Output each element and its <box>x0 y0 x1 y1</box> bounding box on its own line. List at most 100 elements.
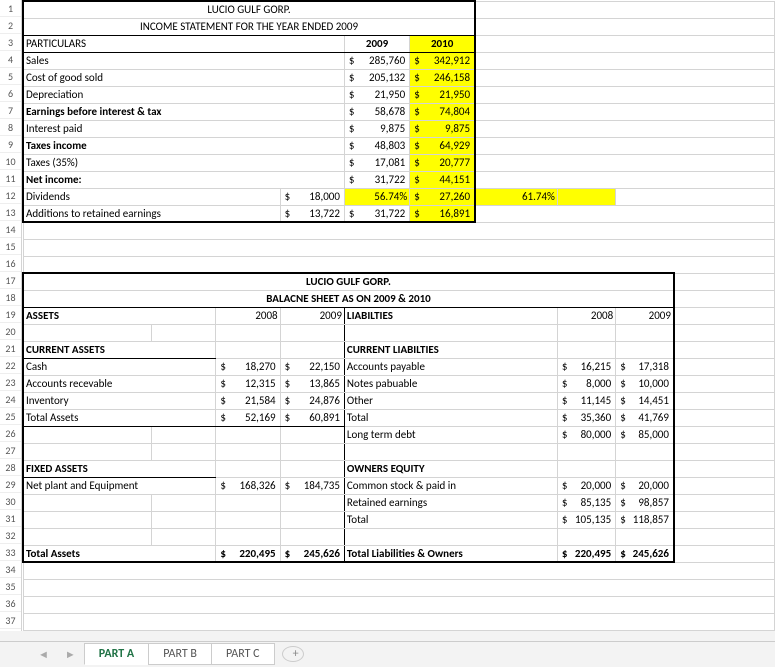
row-header[interactable]: 9 <box>0 136 21 153</box>
row-header[interactable]: 5 <box>0 68 21 85</box>
cell[interactable] <box>616 460 674 477</box>
additions-label[interactable]: Additions to retained earnings <box>23 205 280 222</box>
cell[interactable] <box>475 35 774 52</box>
cell[interactable] <box>674 511 775 528</box>
cell[interactable] <box>674 307 775 324</box>
cl-2009[interactable]: $10,000 <box>616 375 674 392</box>
cell[interactable] <box>475 18 774 35</box>
cl-2008[interactable]: $11,145 <box>557 392 615 409</box>
tab-nav-prev[interactable]: ◄ <box>30 648 57 661</box>
cell[interactable] <box>152 426 216 443</box>
cell[interactable] <box>674 392 775 409</box>
cell[interactable] <box>674 443 775 460</box>
cl-label[interactable]: Notes pabuable <box>344 375 557 392</box>
row-header[interactable]: 7 <box>0 102 21 119</box>
income-2010[interactable]: $21,950 <box>410 86 475 103</box>
cell[interactable] <box>557 443 615 460</box>
cell[interactable] <box>216 511 280 528</box>
cell[interactable] <box>557 460 615 477</box>
cell[interactable] <box>674 358 775 375</box>
bs-hdr-liab[interactable]: LIABILTIES <box>344 307 557 324</box>
income-label[interactable]: Interest paid <box>23 120 344 137</box>
cell[interactable] <box>23 511 152 528</box>
cell[interactable] <box>475 103 774 120</box>
oe-2008[interactable]: $105,135 <box>557 511 615 528</box>
main-table[interactable]: LUCIO GULF GORP.INCOME STATEMENT FOR THE… <box>22 0 775 631</box>
cell[interactable] <box>475 154 774 171</box>
cell[interactable] <box>23 494 152 511</box>
cl-2009[interactable]: $14,451 <box>616 392 674 409</box>
cell[interactable] <box>674 409 775 426</box>
cell[interactable] <box>674 494 775 511</box>
cell[interactable] <box>475 1 774 18</box>
cell[interactable] <box>616 188 775 205</box>
row-header[interactable]: 25 <box>0 408 21 425</box>
company-title[interactable]: LUCIO GULF GORP. <box>23 1 475 18</box>
cell[interactable] <box>152 528 216 545</box>
bs-company[interactable]: LUCIO GULF GORP. <box>23 273 674 290</box>
sheet-tab[interactable]: PART B <box>148 643 212 665</box>
cell[interactable] <box>280 324 344 341</box>
cell[interactable] <box>616 324 674 341</box>
dividends-amount[interactable]: $18,000 <box>280 188 344 205</box>
row-header[interactable]: 11 <box>0 170 21 187</box>
cell[interactable] <box>557 528 615 545</box>
row-header[interactable]: 16 <box>0 255 21 272</box>
dividends-pct-2009[interactable]: 56.74% <box>344 188 409 205</box>
row-header[interactable]: 20 <box>0 323 21 340</box>
cell[interactable] <box>475 86 774 103</box>
cell[interactable] <box>280 528 344 545</box>
row-header[interactable]: 22 <box>0 357 21 374</box>
ltd-2008[interactable]: $80,000 <box>557 426 615 443</box>
cell[interactable] <box>674 460 775 477</box>
ca-hdr[interactable]: CURRENT ASSETS <box>23 341 216 358</box>
row-header[interactable]: 2 <box>0 17 21 34</box>
total-assets-2008[interactable]: $220,495 <box>216 545 280 562</box>
cell[interactable] <box>616 443 674 460</box>
cell[interactable] <box>475 120 774 137</box>
ca-2008[interactable]: $21,584 <box>216 392 280 409</box>
income-2009[interactable]: $31,722 <box>344 171 409 188</box>
bs-title[interactable]: BALACNE SHEET AS ON 2009 & 2010 <box>23 290 674 307</box>
add-sheet-button[interactable]: + <box>282 646 304 662</box>
row-header[interactable]: 4 <box>0 51 21 68</box>
cell[interactable] <box>23 613 775 630</box>
total-assets-2009[interactable]: $245,626 <box>280 545 344 562</box>
cl-label[interactable]: Other <box>344 392 557 409</box>
row-header[interactable]: 23 <box>0 374 21 391</box>
cl-hdr[interactable]: CURRENT LIABILTIES <box>344 341 557 358</box>
income-label[interactable]: Earnings before interest & tax <box>23 103 344 120</box>
cell[interactable] <box>616 341 674 358</box>
oe-label[interactable]: Common stock & paid in <box>344 477 557 494</box>
cell[interactable] <box>344 443 557 460</box>
cell[interactable] <box>616 528 674 545</box>
row-header[interactable]: 30 <box>0 493 21 510</box>
row-header[interactable]: 19 <box>0 306 21 323</box>
netplant-2008[interactable]: $168,326 <box>216 477 280 494</box>
cell[interactable] <box>216 324 280 341</box>
cell[interactable] <box>216 426 280 443</box>
total-liab-2008[interactable]: $220,495 <box>557 545 615 562</box>
cell[interactable] <box>475 171 774 188</box>
cell[interactable] <box>23 426 152 443</box>
income-2009[interactable]: $205,132 <box>344 69 409 86</box>
income-2010[interactable]: $20,777 <box>410 154 475 171</box>
cell[interactable] <box>475 69 774 86</box>
ca-2008[interactable]: $18,270 <box>216 358 280 375</box>
income-label[interactable]: Taxes income <box>23 137 344 154</box>
cell[interactable] <box>152 494 216 511</box>
cell[interactable] <box>280 341 344 358</box>
ltd-2009[interactable]: $85,000 <box>616 426 674 443</box>
row-header[interactable]: 12 <box>0 187 21 204</box>
row-header[interactable]: 26 <box>0 425 21 442</box>
cell[interactable] <box>557 188 615 205</box>
cl-2009[interactable]: $41,769 <box>616 409 674 426</box>
cell[interactable] <box>23 596 775 613</box>
row-header[interactable]: 36 <box>0 595 21 612</box>
cell[interactable] <box>280 494 344 511</box>
cl-2009[interactable]: $17,318 <box>616 358 674 375</box>
income-2009[interactable]: $58,678 <box>344 103 409 120</box>
income-2010[interactable]: $74,804 <box>410 103 475 120</box>
cell[interactable] <box>216 494 280 511</box>
cell[interactable] <box>344 324 557 341</box>
